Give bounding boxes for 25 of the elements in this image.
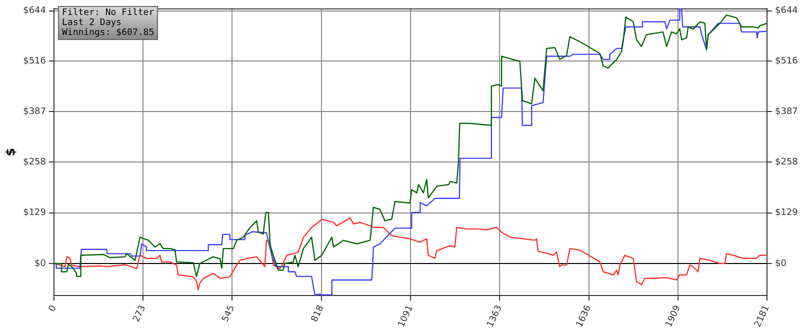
x-tick-label: 2181 <box>753 304 772 329</box>
y-axis-title: $ <box>3 148 18 156</box>
y-tick-label: $644 <box>23 6 46 16</box>
y-tick-label: $258 <box>23 158 46 168</box>
y-tick-label: $387 <box>23 106 46 117</box>
y-tick-label: $0 <box>34 258 46 269</box>
x-tick-label: 1909 <box>664 304 684 329</box>
y-tick-label: $129 <box>23 208 46 218</box>
y2-tick-label: $258 <box>775 158 798 168</box>
y2-tick-label: $387 <box>775 106 798 117</box>
x-tick-label: 1636 <box>574 304 594 329</box>
y-tick-label: $516 <box>23 56 46 66</box>
annotation: Filter: No Filter <box>62 8 154 18</box>
annotation: Last 2 Days <box>62 18 123 28</box>
x-tick-label: 818 <box>310 304 326 324</box>
x-tick-label: 0 <box>47 304 59 314</box>
x-tick-label: 273 <box>132 304 148 324</box>
x-tick-label: 1091 <box>396 304 416 329</box>
annotation: Winnings: $607.85 <box>62 28 154 38</box>
y2-tick-label: $516 <box>775 56 798 66</box>
x-tick-label: 545 <box>220 304 238 324</box>
y2-tick-label: $129 <box>775 208 798 218</box>
y2-tick-label: $0 <box>775 258 787 269</box>
y2-tick-label: $644 <box>775 6 798 16</box>
x-tick-label: 1363 <box>486 304 504 329</box>
